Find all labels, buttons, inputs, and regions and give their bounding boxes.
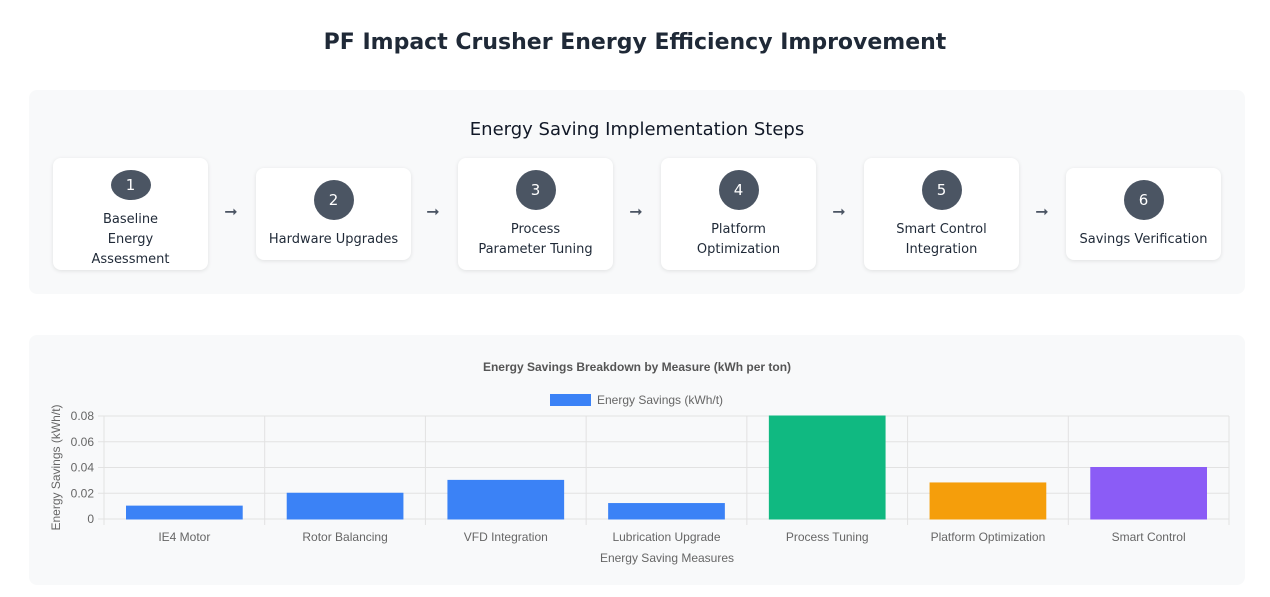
arrow-icon: ➞ xyxy=(1035,202,1049,221)
legend-label: Energy Savings (kWh/t) xyxy=(597,393,723,407)
bar xyxy=(768,415,886,520)
step-label: Process Parameter Tuning xyxy=(478,222,593,257)
step-card-4: 4 Platform Optimization xyxy=(661,158,816,270)
arrow-icon: ➞ xyxy=(426,202,440,221)
y-tick-label: 0.04 xyxy=(71,461,95,475)
bar-chart: Energy Savings Breakdown by Measure (kWh… xyxy=(49,360,1230,565)
y-axis-title: Energy Savings (kWh/t) xyxy=(49,404,63,530)
step-number-badge: 6 xyxy=(1123,180,1164,220)
bar xyxy=(447,479,565,520)
bar xyxy=(608,503,725,520)
step-number-badge: 1 xyxy=(110,170,151,200)
y-tick-label: 0.08 xyxy=(71,409,95,423)
bar xyxy=(286,492,404,520)
step-card-3: 3 Process Parameter Tuning xyxy=(458,158,613,270)
y-tick-label: 0.06 xyxy=(71,435,95,449)
arrow-icon: ➞ xyxy=(832,202,846,221)
step-label: Savings Verification xyxy=(1079,232,1208,247)
chart-title: Energy Savings Breakdown by Measure (kWh… xyxy=(483,360,791,374)
step-number-badge: 4 xyxy=(718,170,759,210)
x-tick-label: Smart Control xyxy=(1112,530,1186,544)
y-tick-label: 0.02 xyxy=(71,486,95,500)
step-label: Smart Control Integration xyxy=(896,222,987,257)
x-tick-label: IE4 Motor xyxy=(158,530,210,544)
arrow-icon: ➞ xyxy=(629,202,643,221)
step-card-6: 6 Savings Verification xyxy=(1066,168,1221,260)
step-card-2: 2 Hardware Upgrades xyxy=(256,168,411,260)
step-number-badge: 3 xyxy=(515,170,556,210)
step-card-5: 5 Smart Control Integration xyxy=(864,158,1019,270)
step-card-1: 1 Baseline Energy Assessment xyxy=(53,158,208,270)
step-number-badge: 5 xyxy=(921,170,962,210)
bar xyxy=(126,505,243,520)
chart-panel: Energy Savings Breakdown by Measure (kWh… xyxy=(29,335,1245,585)
x-tick-label: Lubrication Upgrade xyxy=(612,530,720,544)
arrow-icon: ➞ xyxy=(224,202,238,221)
step-label: Hardware Upgrades xyxy=(268,232,399,247)
bar xyxy=(929,482,1047,520)
x-tick-label: Platform Optimization xyxy=(931,530,1046,544)
steps-panel: Energy Saving Implementation Steps 1 Bas… xyxy=(29,90,1245,294)
page-title: PF Impact Crusher Energy Efficiency Impr… xyxy=(323,30,947,55)
y-tick-label: 0 xyxy=(87,512,94,526)
x-tick-label: Process Tuning xyxy=(786,530,869,544)
steps-title: Energy Saving Implementation Steps xyxy=(469,119,805,140)
step-label: Platform Optimization xyxy=(696,222,781,257)
x-tick-label: Rotor Balancing xyxy=(302,530,387,544)
step-label: Baseline Energy Assessment xyxy=(91,212,170,267)
legend-swatch xyxy=(550,394,591,406)
x-axis-title: Energy Saving Measures xyxy=(600,551,734,565)
bar xyxy=(1090,467,1208,520)
step-number-badge: 2 xyxy=(313,180,354,220)
x-tick-label: VFD Integration xyxy=(464,530,548,544)
